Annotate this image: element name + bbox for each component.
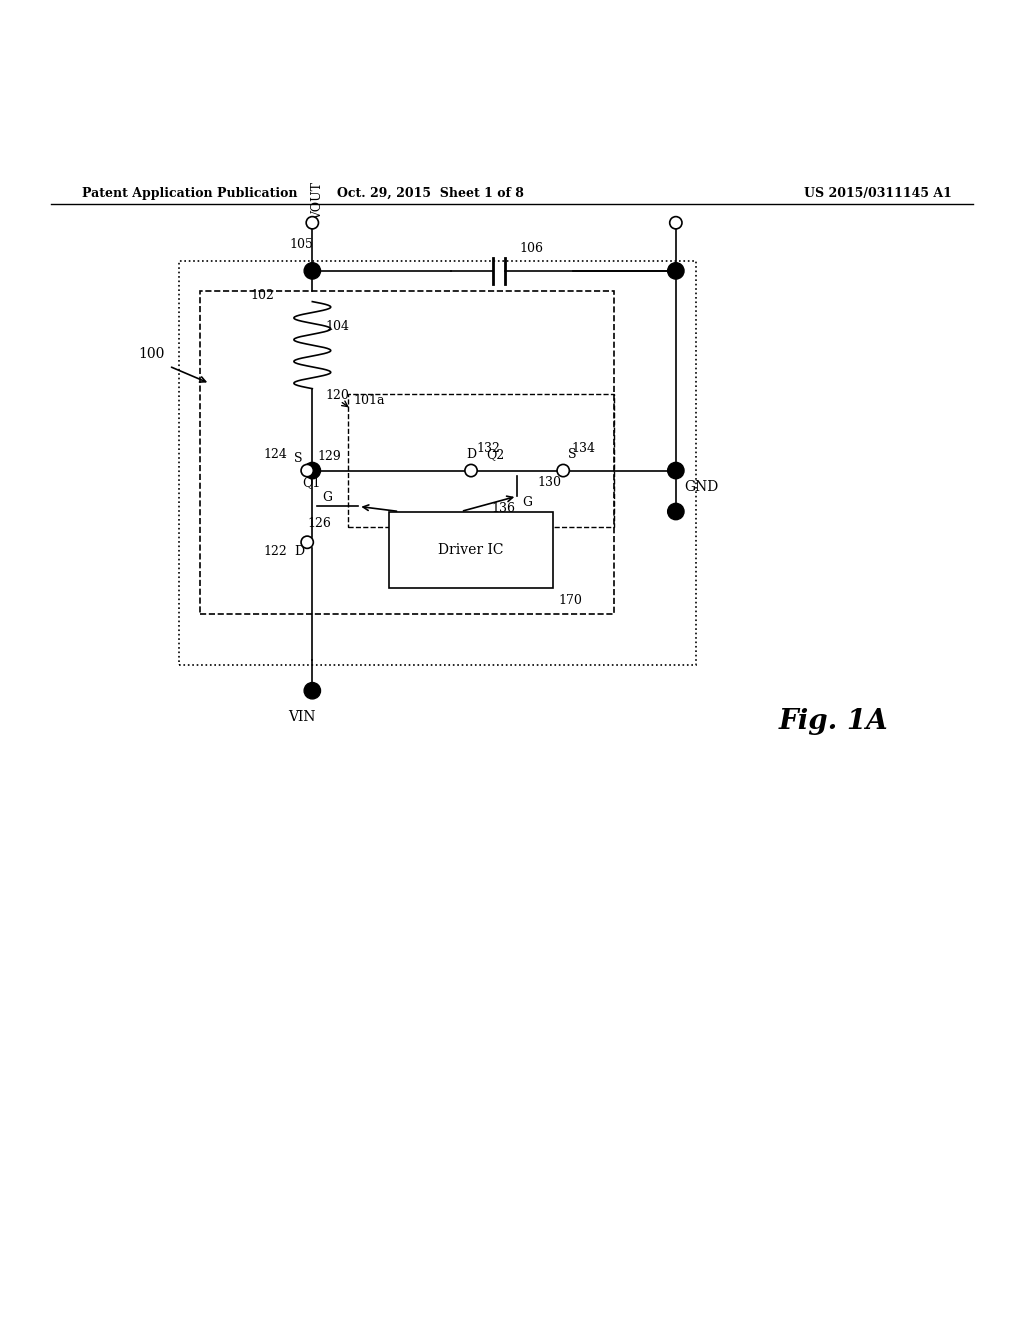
Text: 129: 129 <box>317 450 341 463</box>
Text: 132: 132 <box>476 442 500 455</box>
Circle shape <box>306 216 318 228</box>
Text: G: G <box>323 491 333 504</box>
Text: 105: 105 <box>290 239 313 251</box>
Text: 134: 134 <box>571 442 595 455</box>
Text: 106: 106 <box>520 243 544 256</box>
Text: Patent Application Publication: Patent Application Publication <box>82 187 297 199</box>
Text: 100: 100 <box>138 347 165 360</box>
Bar <box>348 393 614 527</box>
Text: Q2: Q2 <box>486 449 505 461</box>
Text: G: G <box>522 496 532 510</box>
Bar <box>200 292 614 614</box>
Circle shape <box>304 263 321 279</box>
Circle shape <box>465 465 477 477</box>
Circle shape <box>670 216 682 228</box>
Text: 120: 120 <box>326 389 349 401</box>
Text: GND: GND <box>684 480 718 494</box>
Text: 136: 136 <box>492 502 515 515</box>
Circle shape <box>668 503 684 520</box>
Text: 126: 126 <box>307 517 331 529</box>
Circle shape <box>301 465 313 477</box>
Text: US 2015/0311145 A1: US 2015/0311145 A1 <box>805 187 952 199</box>
Text: D: D <box>294 545 304 557</box>
Text: 124: 124 <box>263 449 287 461</box>
Text: 122: 122 <box>263 545 287 557</box>
Circle shape <box>557 465 569 477</box>
Bar <box>389 512 553 589</box>
Text: Q1: Q1 <box>302 477 321 488</box>
Text: S: S <box>568 449 577 461</box>
Circle shape <box>304 462 321 479</box>
Text: S: S <box>294 453 302 466</box>
Text: 101a: 101a <box>353 393 385 407</box>
Text: 102: 102 <box>251 289 274 302</box>
Text: 170: 170 <box>558 594 582 607</box>
Text: Driver IC: Driver IC <box>438 543 504 557</box>
Circle shape <box>301 536 313 548</box>
Text: 104: 104 <box>326 319 349 333</box>
Text: VOUT: VOUT <box>311 182 324 219</box>
Circle shape <box>668 263 684 279</box>
Circle shape <box>668 462 684 479</box>
Text: VIN: VIN <box>289 710 315 725</box>
Circle shape <box>304 682 321 698</box>
Text: 130: 130 <box>538 477 561 488</box>
Text: Oct. 29, 2015  Sheet 1 of 8: Oct. 29, 2015 Sheet 1 of 8 <box>337 187 523 199</box>
Text: D: D <box>466 449 476 461</box>
Text: Fig. 1A: Fig. 1A <box>778 708 888 735</box>
Bar <box>179 260 696 665</box>
